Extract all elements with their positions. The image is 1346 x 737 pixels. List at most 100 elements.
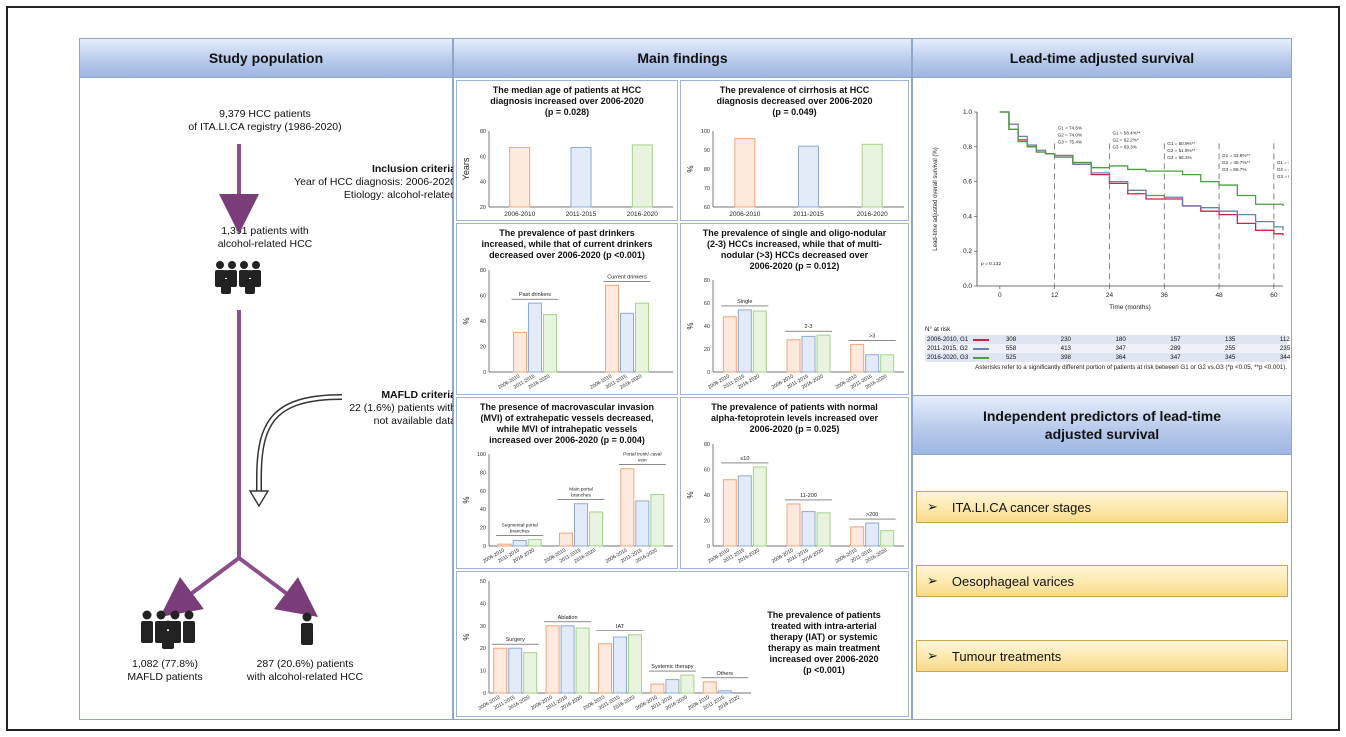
bar->200-2016-2020 (880, 530, 895, 547)
risk-row-value: 255 (1225, 345, 1236, 352)
bar-≤10-2006-2010 (722, 479, 737, 547)
risk-row-label: 2006-2010, G1 (927, 336, 969, 343)
survival-annotation: G3 = 69.3% (1112, 145, 1136, 150)
bar->200-2011-2015 (865, 522, 880, 547)
group-label: Current drinkers (607, 274, 647, 280)
survival-annotation: G3 = 65.7% (1222, 167, 1246, 172)
predictor-stages: ➢ ITA.LI.CA cancer stages (916, 491, 1288, 523)
bar-Systemic therapy-2011-2015 (665, 679, 680, 694)
chart-afp: 020406080%2006-20102011-20152016-2020≤10… (686, 442, 904, 565)
arrow-bullet-icon: ➢ (927, 648, 938, 663)
bar-2006-2010 (509, 146, 531, 208)
risk-row-value: 347 (1115, 345, 1126, 352)
panel-afp-title: The prevalence of patients with normal a… (710, 402, 879, 434)
y-tick-label: 20 (480, 345, 486, 351)
y-tick-label: 0 (483, 544, 486, 550)
bar-11-200-2016-2020 (816, 512, 831, 547)
main-findings-header: Main findings (454, 39, 911, 78)
bar-IAT-2011-2015 (613, 636, 627, 694)
y-tick-label: 40 (480, 180, 486, 186)
panel-drinkers: The prevalence of past drinkers increase… (456, 223, 678, 395)
x-tick-label: 24 (1106, 292, 1114, 299)
y-tick-label: 80 (480, 129, 486, 135)
group-label: Segmental portal (502, 523, 538, 529)
risk-row-color-swatch (973, 357, 989, 359)
bar-Segmental portal branches-2006-2010 (497, 543, 512, 547)
bar-Surgery-2016-2020 (523, 652, 538, 694)
panel-nodules: The prevalence of single and oligo-nodul… (680, 223, 909, 395)
panel-age-title: The median age of patients at HCC diagno… (490, 85, 644, 117)
survival-annotation: G1 = 58.4%** (1112, 131, 1140, 136)
y-tick-label: 20 (480, 205, 486, 211)
y-tick-label: 40 (480, 319, 486, 325)
risk-row-value: 344 (1279, 354, 1291, 361)
panel-mvi-title: The presence of macrovascular invasion (… (479, 402, 655, 445)
risk-row-label: 2016-2020, G3 (927, 354, 969, 361)
survival-column: Lead-time adjusted survival (912, 38, 1292, 720)
bar-11-200-2006-2010 (786, 503, 801, 547)
risk-row-value: 230 (1060, 336, 1071, 343)
x-axis-label: Time (months) (1109, 304, 1151, 311)
x-tick-label: 60 (1270, 292, 1278, 299)
y-tick-label: 0.6 (963, 179, 972, 186)
x-tick-label: 0 (998, 292, 1002, 299)
bar-Segmental portal branches-2016-2020 (527, 539, 542, 547)
bar-Ablation-2011-2015 (560, 625, 575, 694)
y-tick-label: 0 (707, 544, 710, 550)
bar-Main portal branches-2016-2020 (589, 511, 603, 547)
figure-frame (6, 6, 1340, 731)
chart-drinkers: 020406080%2006-20102011-20152016-2020Pas… (462, 268, 673, 391)
population-flow-diagram (141, 144, 343, 649)
mafld-criteria-text: MAFLD criteria 22 (1.6%) patients with n… (349, 389, 456, 427)
excluded-curved-arrow (256, 394, 343, 493)
y-tick-label: 0.2 (963, 248, 972, 255)
y-tick-label: 80 (704, 167, 710, 173)
bar-Ablation-2016-2020 (575, 627, 590, 694)
bar-2016-2020 (631, 144, 653, 208)
risk-row-value: 347 (1170, 354, 1181, 361)
group-label: Ablation (558, 615, 578, 621)
bar-2-3-2006-2010 (786, 339, 801, 373)
group-label: Systemic therapy (651, 664, 693, 670)
y-axis-label: % (462, 317, 471, 324)
y-axis-label: % (462, 496, 471, 503)
asterisk-footnote: Asterisks refer to a significantly diffe… (975, 364, 1287, 371)
risk-row-color-swatch (973, 339, 989, 341)
panel-cirrhosis: The prevalence of cirrhosis at HCC diagn… (680, 80, 909, 221)
bar->3-2016-2020 (880, 354, 895, 373)
survival-annotation: G2 = 42.1%** (1277, 167, 1289, 172)
flow-branch-right (237, 556, 319, 617)
x-tick-label: 2011-2015 (566, 211, 597, 218)
risk-row-value: 413 (1060, 345, 1071, 352)
group-label: >3 (869, 333, 875, 339)
y-axis-label: Lead-time adjusted overall survival (%) (933, 147, 939, 250)
bar-Surgery-2006-2010 (493, 647, 508, 694)
bar-11-200-2011-2015 (801, 511, 816, 547)
y-tick-label: 60 (480, 154, 486, 160)
bar-Others-2011-2015 (717, 690, 732, 694)
people-group-icon (215, 261, 261, 294)
y-tick-label: 20 (480, 526, 486, 532)
survival-annotation: G1 = 74.6% (1058, 125, 1082, 130)
risk-row-value: 112 (1279, 336, 1290, 343)
group-label: vein (638, 458, 647, 464)
bar-IAT-2016-2020 (628, 634, 642, 694)
y-tick-label: 80 (480, 268, 486, 274)
bar-Past drinkers-2006-2010 (513, 331, 527, 373)
y-tick-label: 60 (704, 468, 710, 474)
survival-curve-G2 (999, 111, 1284, 231)
risk-row-value: 135 (1225, 336, 1236, 343)
survival-annotation: G3 = 66.1% (1167, 155, 1191, 160)
y-tick-label: 80 (704, 442, 710, 448)
survival-header: Lead-time adjusted survival (913, 39, 1291, 78)
bar-Systemic therapy-2016-2020 (680, 674, 695, 694)
group-label: branches (510, 529, 530, 535)
bar-Ablation-2006-2010 (545, 625, 560, 694)
risk-row-value: 398 (1060, 354, 1071, 361)
y-tick-label: 100 (701, 129, 710, 135)
y-tick-label: 0.8 (963, 144, 972, 151)
y-tick-label: 0 (483, 691, 486, 697)
panel-age: The median age of patients at HCC diagno… (456, 80, 678, 221)
group-label: branches (571, 493, 591, 499)
risk-row-value: 364 (1115, 354, 1126, 361)
